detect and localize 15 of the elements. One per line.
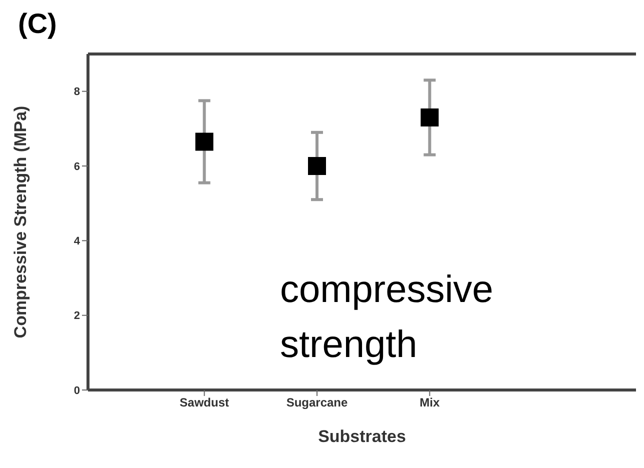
x-tick-label: Sawdust: [180, 396, 230, 410]
chart-title: (C): [18, 8, 57, 40]
x-tick-label: Mix: [420, 396, 440, 410]
y-tick-label: 6: [74, 160, 80, 173]
y-tick-label: 8: [74, 86, 80, 98]
point: [420, 108, 439, 126]
x-axis-title: Substrates: [318, 427, 406, 446]
y-tick-label: 4: [74, 236, 81, 248]
y-tick-label: 2: [74, 310, 80, 322]
x-tick-label: Sugarcane: [286, 396, 348, 410]
annotation: compressive strength: [280, 268, 494, 368]
point: [308, 157, 326, 175]
y-tick-label: 0: [74, 384, 80, 397]
y-axis-title: Compressive Strength (MPa): [11, 106, 30, 338]
point: [195, 132, 214, 151]
